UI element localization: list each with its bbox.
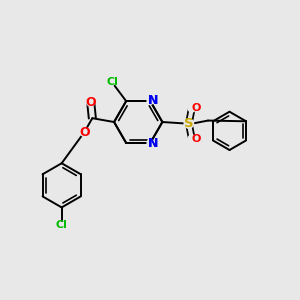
Circle shape [147, 98, 154, 104]
Text: Cl: Cl [107, 77, 119, 87]
Circle shape [184, 119, 194, 128]
Circle shape [80, 128, 88, 136]
Text: N: N [148, 94, 158, 107]
Circle shape [188, 135, 196, 142]
Circle shape [87, 98, 95, 106]
Text: N: N [148, 137, 158, 150]
Text: O: O [192, 134, 201, 144]
Text: N: N [148, 137, 158, 150]
Circle shape [147, 140, 154, 146]
Text: O: O [79, 126, 90, 139]
Text: S: S [184, 117, 194, 130]
Text: O: O [85, 96, 96, 109]
Text: N: N [148, 94, 158, 107]
Text: O: O [192, 103, 201, 113]
Circle shape [188, 104, 196, 112]
Text: Cl: Cl [56, 220, 68, 230]
